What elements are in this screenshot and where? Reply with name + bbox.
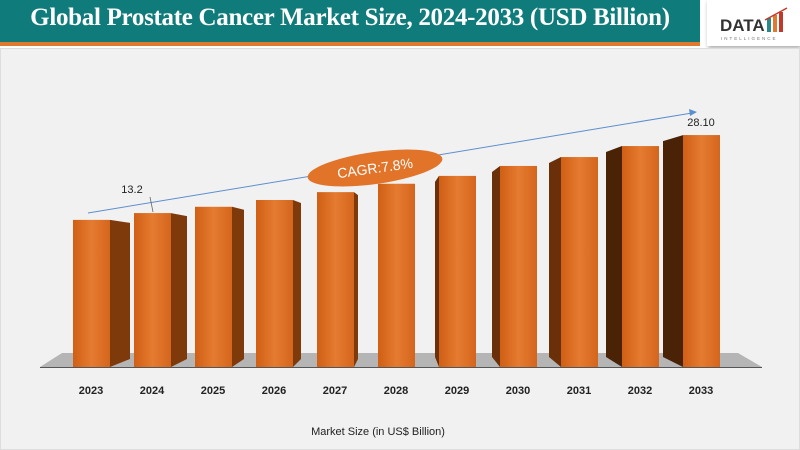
tick-label-2023: 2023 [79, 385, 103, 397]
bar-2032 [606, 146, 659, 367]
cagr-badge: CAGR:7.8% [307, 149, 443, 187]
bar-2024 [134, 213, 187, 367]
data-intelligence-logo: DATA INTELLIGENCE [707, 0, 800, 46]
tick-label-2026: 2026 [262, 385, 286, 397]
bar-side [492, 165, 500, 367]
title-bar: Global Prostate Cancer Market Size, 2024… [0, 0, 700, 46]
tick-label-2032: 2032 [628, 385, 652, 397]
bar-side [293, 199, 301, 367]
bar-side [171, 213, 187, 367]
bar-2031 [549, 157, 598, 367]
bar-front [683, 135, 720, 367]
bar-front [195, 206, 232, 367]
bar-front [73, 219, 110, 367]
bar-side [549, 157, 561, 367]
tick-label-2029: 2029 [445, 385, 469, 397]
tick-label-2027: 2027 [323, 385, 347, 397]
logo-graphic: DATA INTELLIGENCE [720, 7, 788, 41]
bar-side [663, 135, 683, 367]
bar-side [354, 192, 358, 367]
tick-label-2033: 2033 [689, 385, 713, 397]
bar-front [256, 199, 293, 367]
tick-label-2030: 2030 [506, 385, 530, 397]
data-label-2033: 28.10 [687, 117, 715, 129]
bar-2029 [435, 175, 476, 367]
svg-text:INTELLIGENCE: INTELLIGENCE [721, 36, 778, 41]
bar-front [622, 146, 659, 367]
tick-label-2025: 2025 [201, 385, 225, 397]
label-leader-2024 [149, 196, 154, 213]
bar-side [606, 146, 622, 367]
tick-label-2031: 2031 [567, 385, 591, 397]
xlabel: Market Size (in US$ Billion) [311, 426, 445, 438]
trend-arrowhead [689, 109, 697, 116]
chart-title: Global Prostate Cancer Market Size, 2024… [30, 4, 670, 31]
logo-text: DATA [720, 16, 765, 35]
bar-side [232, 206, 244, 367]
bar-2026 [256, 199, 301, 367]
bar-2025 [195, 206, 244, 367]
data-label-2024: 13.2 [121, 184, 142, 196]
bar-side [110, 219, 130, 367]
bar-2027 [317, 192, 358, 367]
bar-front [134, 213, 171, 367]
bar-2033 [663, 135, 720, 367]
bar-side [435, 175, 439, 367]
bar-2030 [492, 165, 537, 367]
bar-front [500, 165, 537, 367]
tick-label-2028: 2028 [384, 385, 408, 397]
bar-front [317, 192, 354, 367]
bar-2028 [378, 183, 415, 367]
bar-front [378, 183, 415, 367]
tick-label-2024: 2024 [140, 385, 165, 397]
bar-2023 [73, 219, 130, 367]
bar-front [439, 175, 476, 367]
bar-front [561, 157, 598, 367]
